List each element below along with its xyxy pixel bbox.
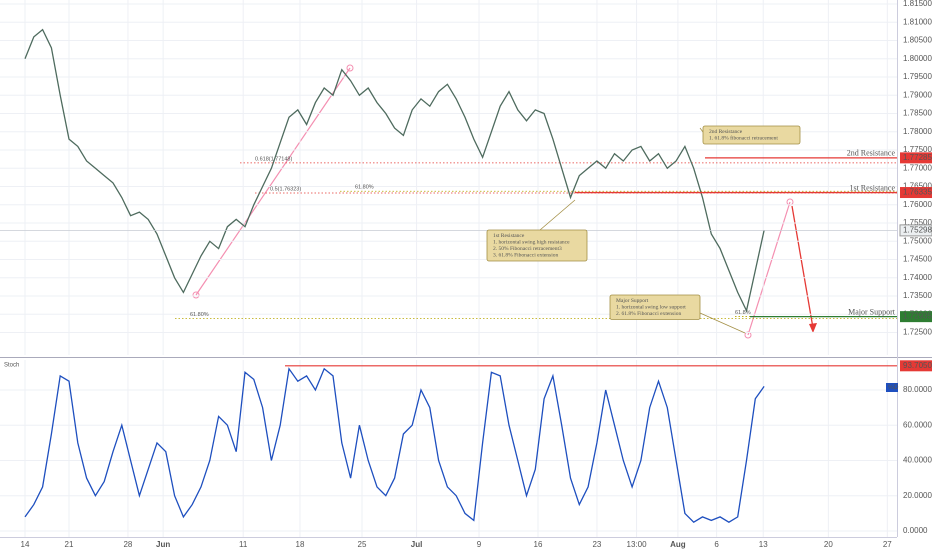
y-tick-label: 20.0000: [903, 491, 932, 500]
price-tag: [900, 187, 932, 199]
callout-text: 1. horizontal swing high resistance: [493, 239, 570, 245]
y-tick-label: 1.75500: [903, 218, 932, 227]
x-tick-label: 20: [824, 540, 833, 549]
price-tag-label: 1.72935: [903, 312, 932, 321]
y-tick-label: 40.0000: [903, 456, 932, 465]
y-tick-label: 1.77500: [903, 145, 932, 154]
y-tick-label: 1.81000: [903, 17, 932, 26]
x-tick-label: Jun: [156, 540, 170, 549]
callout-box: [609, 294, 701, 320]
level-name: 2nd Resistance: [847, 149, 896, 158]
y-tick-label: 1.76500: [903, 182, 932, 191]
price-tag-label: 1.75298: [903, 225, 932, 234]
callout-text: 2. 61.8% Fibonacci extension: [616, 311, 681, 317]
x-tick-label: 14: [21, 540, 30, 549]
y-tick-label: 60.0000: [903, 420, 932, 429]
fib-label: 61.80%: [355, 185, 374, 191]
y-tick-label: 80.0000: [903, 385, 932, 394]
fib-label: 0.5(1.76323): [270, 186, 301, 192]
callout-text: 2nd Resistance: [709, 129, 743, 135]
y-tick-label: 1.81500: [903, 0, 932, 8]
value-tag-label: 93.7050: [903, 361, 932, 370]
callout-pointer: [699, 312, 746, 334]
level-name: Major Support: [848, 307, 896, 316]
y-tick-label: 1.78000: [903, 127, 932, 136]
callout-text: 3. 61.8% Fibonacci extension: [493, 252, 558, 258]
x-tick-label: 23: [592, 540, 601, 549]
callout-text: 2. 50% Fibonacci retracement3: [493, 246, 562, 252]
price-tag: [900, 311, 932, 323]
x-tick-label: 25: [358, 540, 367, 549]
handle: [192, 291, 200, 299]
x-tick-label: 11: [239, 540, 248, 549]
series-line: [24, 367, 765, 524]
x-tick-label: 16: [534, 540, 543, 549]
projection-line: [747, 201, 791, 336]
price-tag-label: 1.77285: [903, 153, 932, 162]
y-tick-label: 1.79500: [903, 72, 932, 81]
price-tag-label: 1.76335: [903, 188, 932, 197]
arrow: [791, 205, 814, 329]
x-tick-label: 13: [759, 540, 768, 549]
callout-text: 1. horizontal swing low support: [616, 304, 686, 310]
y-tick-label: 1.74500: [903, 255, 932, 264]
fib-label: 61.8%: [735, 310, 751, 316]
callout-box: [702, 125, 801, 145]
arrow-head: [809, 323, 817, 333]
callout-text: Major Support: [616, 298, 649, 304]
trend-line: [195, 67, 351, 296]
x-tick-label: Aug: [670, 540, 686, 549]
fib-label: 0.618(1.77148): [255, 156, 292, 162]
x-tick-label: 18: [296, 540, 305, 549]
x-tick-label: 6: [714, 540, 719, 549]
y-tick-label: 1.76000: [903, 200, 932, 209]
x-tick-label: 21: [65, 540, 74, 549]
x-tick-label: 13:00: [627, 540, 648, 549]
legend-swatch: [886, 383, 898, 392]
y-tick-label: 1.73500: [903, 291, 932, 300]
y-tick-label: 1.75000: [903, 236, 932, 245]
callout-text: 1. 61.8% fibonacci retracement: [709, 134, 778, 141]
y-tick-label: 1.77000: [903, 163, 932, 172]
handle: [346, 64, 354, 72]
y-tick-label: 1.80000: [903, 54, 932, 63]
y-tick-label: 1.79000: [903, 90, 932, 99]
price-tag: [900, 152, 932, 164]
panel-label: Stoch: [4, 363, 19, 369]
y-tick-label: 1.78500: [903, 109, 932, 118]
y-tick-label: 1.74000: [903, 273, 932, 282]
value-tag: [900, 360, 932, 372]
callout-text: 1st Resistance: [493, 233, 525, 239]
price-tag: [899, 224, 932, 237]
legend-label: %D: [888, 384, 899, 391]
fib-label: 61.80%: [190, 312, 209, 318]
level-name: 1st Resistance: [849, 183, 895, 192]
callout-pointer: [539, 199, 576, 231]
callout-box: [486, 229, 588, 262]
x-tick-label: 27: [883, 540, 892, 549]
x-tick-label: Jul: [411, 540, 423, 549]
y-tick-label: 1.80500: [903, 36, 932, 45]
x-tick-label: 28: [123, 540, 132, 549]
y-tick-label: 1.72500: [903, 328, 932, 337]
series-line: [24, 28, 765, 313]
y-tick-label: 0.0000: [903, 526, 928, 535]
handle: [744, 331, 752, 339]
x-tick-label: 9: [477, 540, 482, 549]
